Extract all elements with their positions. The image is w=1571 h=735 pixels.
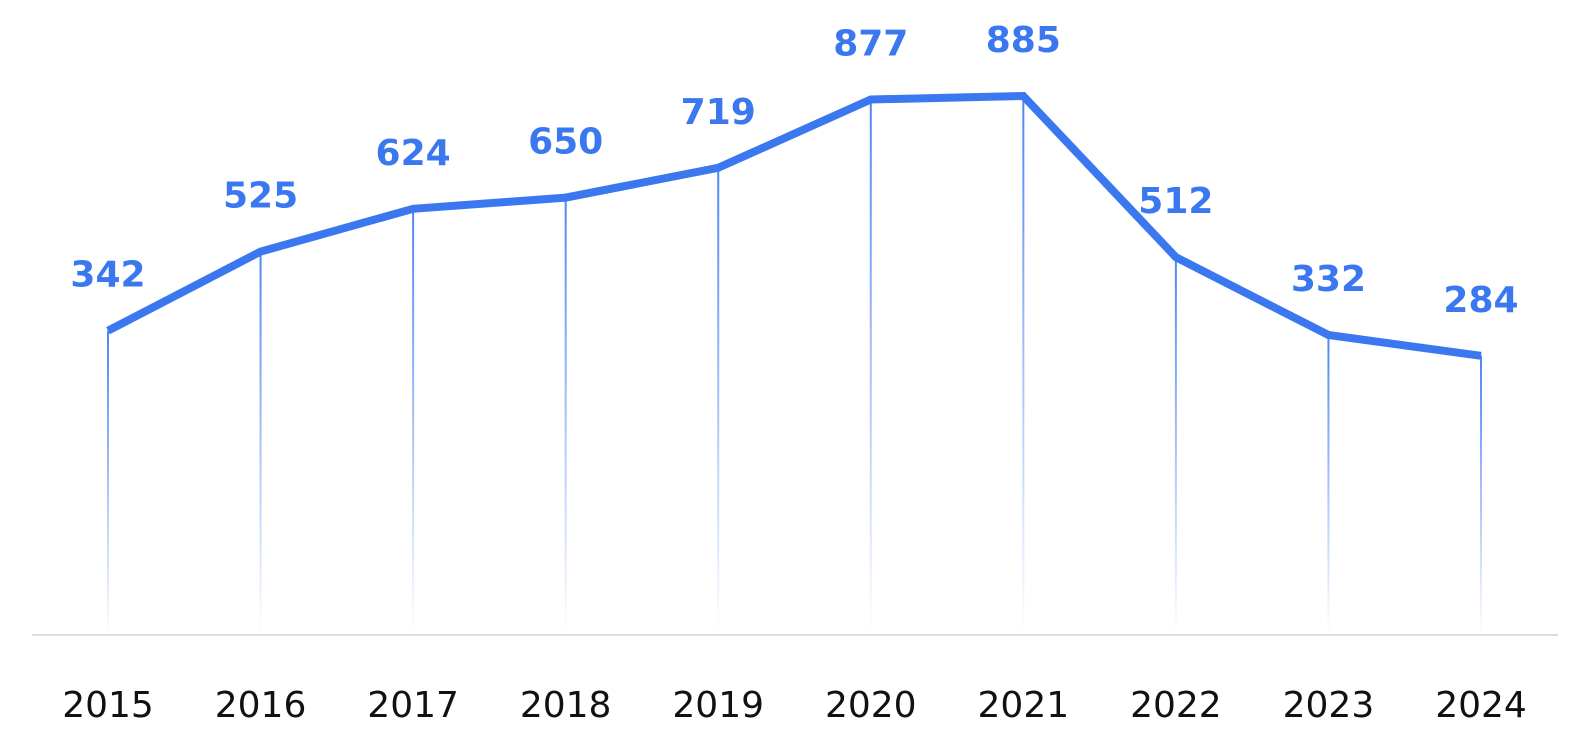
drop-line-2021 (1022, 96, 1025, 635)
x-tick-label-2015: 2015 (62, 685, 154, 726)
drop-line-2015 (107, 330, 109, 635)
x-tick-label-2016: 2016 (215, 685, 307, 726)
data-label-2020: 877 (833, 23, 908, 64)
drop-line-2018 (564, 197, 567, 635)
data-label-2015: 342 (70, 255, 145, 296)
x-tick-label-2021: 2021 (978, 685, 1070, 726)
data-label-2018: 650 (528, 122, 603, 163)
drop-lines (107, 96, 1482, 636)
data-label-2016: 525 (223, 176, 298, 217)
x-tick-label-2023: 2023 (1283, 685, 1375, 726)
drop-line-2024 (1480, 355, 1482, 635)
x-tick-label-2018: 2018 (520, 685, 612, 726)
x-axis-tick-labels: 2015 2016 2017 2018 2019 2020 2021 2022 2023 2024 (62, 685, 1527, 726)
x-tick-label-2024: 2024 (1435, 685, 1527, 726)
x-tick-label-2017: 2017 (367, 685, 459, 726)
data-label-2023: 332 (1291, 259, 1366, 300)
data-label-2022: 512 (1138, 181, 1213, 222)
drop-line-2020 (869, 99, 872, 636)
drop-line-2022 (1174, 257, 1177, 635)
drop-line-2016 (259, 251, 262, 635)
drop-line-2023 (1327, 335, 1330, 635)
data-label-2021: 885 (986, 20, 1061, 61)
x-tick-label-2022: 2022 (1130, 685, 1222, 726)
drop-line-2017 (412, 208, 415, 635)
x-tick-label-2020: 2020 (825, 685, 917, 726)
data-label-2019: 719 (681, 92, 756, 133)
x-tick-label-2019: 2019 (672, 685, 764, 726)
data-label-2017: 624 (376, 133, 451, 174)
data-label-2024: 284 (1443, 280, 1518, 321)
data-labels: 342 525 624 650 719 877 885 512 332 284 (70, 20, 1518, 321)
drop-line-2019 (717, 167, 720, 635)
series-line (106, 91, 1482, 360)
